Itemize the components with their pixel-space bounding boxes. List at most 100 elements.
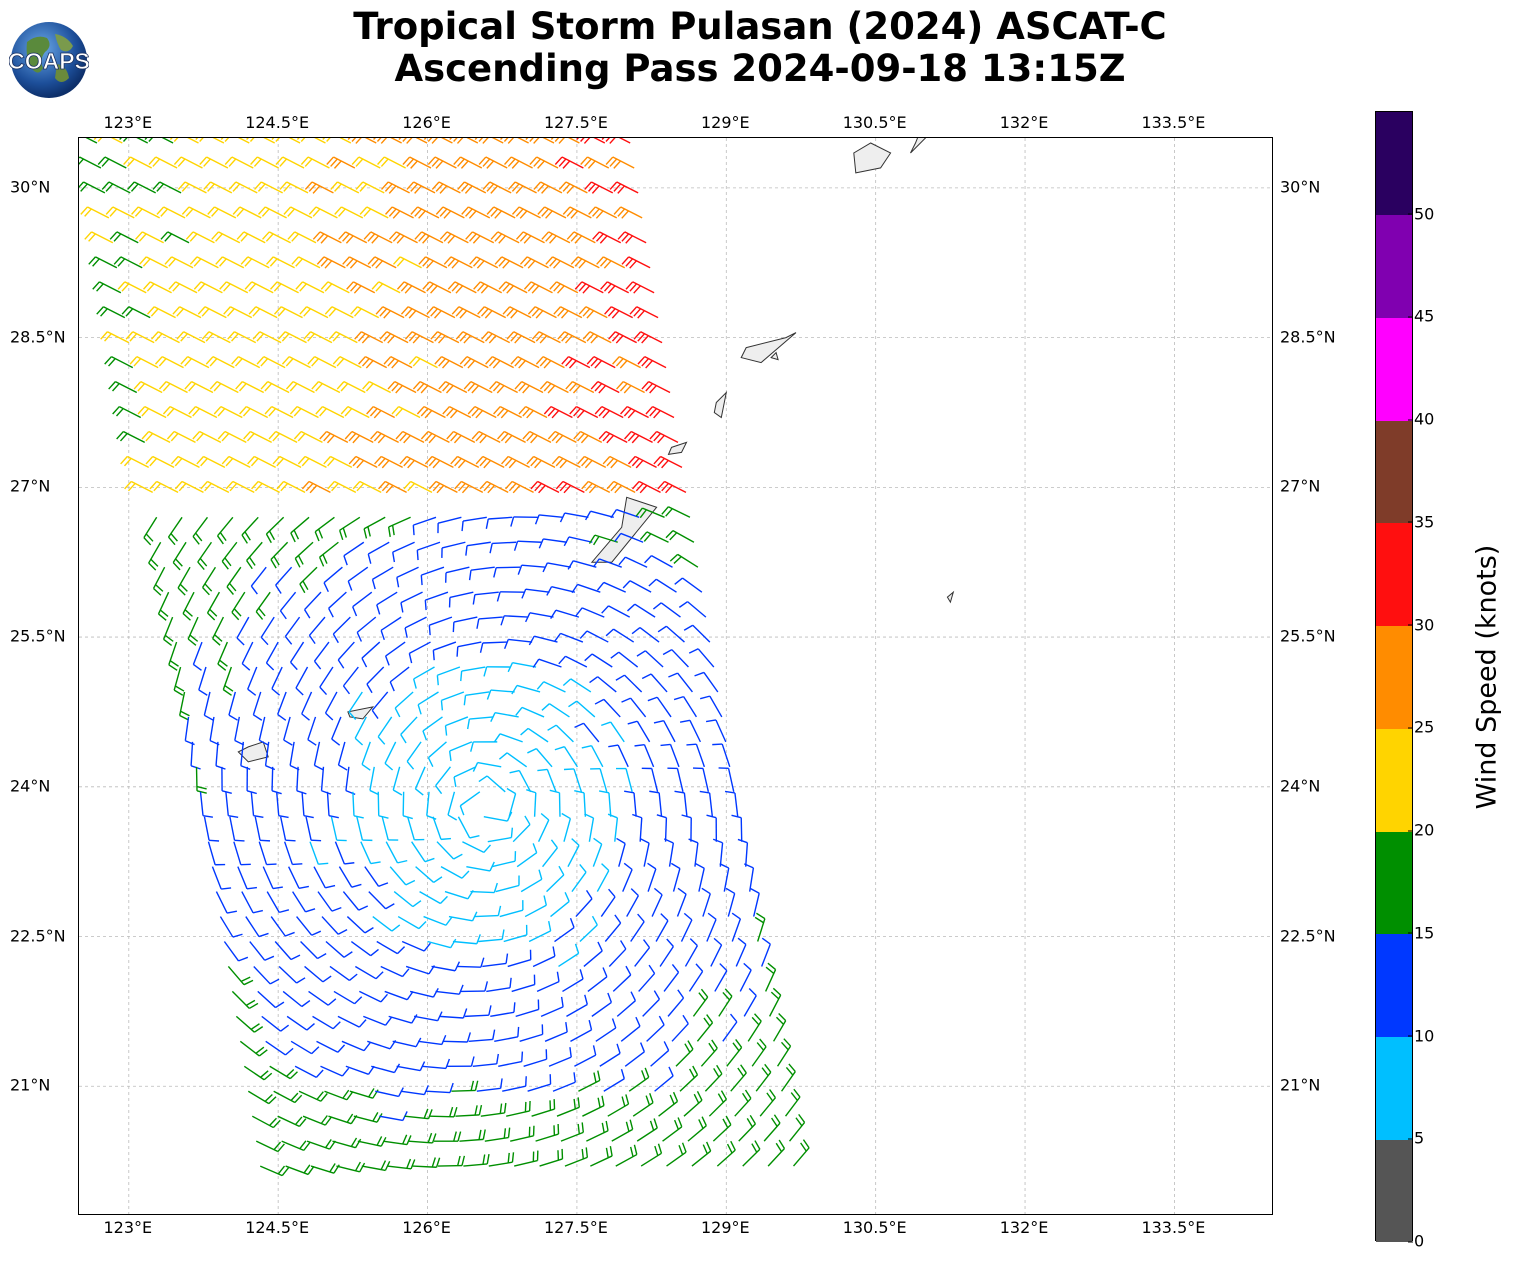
wind-barb xyxy=(145,455,175,469)
wind-barb xyxy=(590,381,620,394)
wind-barb xyxy=(221,541,238,570)
wind-barb xyxy=(269,1065,298,1080)
wind-barb xyxy=(182,591,195,621)
wind-barb xyxy=(428,616,453,636)
wind-barb xyxy=(113,256,143,269)
colorbar-segment xyxy=(1376,1036,1412,1140)
wind-barb xyxy=(558,181,588,194)
wind-barb xyxy=(663,838,675,867)
colorbar-tick-label: 40 xyxy=(1407,409,1435,429)
wind-barb xyxy=(247,1090,277,1105)
wind-barb xyxy=(487,827,514,843)
wind-barb xyxy=(738,1114,757,1142)
wind-barb xyxy=(485,356,514,369)
wind-barb xyxy=(780,1063,796,1092)
wind-barb xyxy=(573,430,603,444)
wind-barb xyxy=(328,591,347,618)
wind-barb xyxy=(613,206,643,219)
wind-barb xyxy=(504,156,533,169)
wind-barb xyxy=(601,721,625,743)
wind-barb xyxy=(484,1127,511,1142)
wind-barb xyxy=(143,281,172,294)
wind-barb xyxy=(158,381,188,394)
wind-barb xyxy=(405,965,435,975)
wind-barb xyxy=(455,1104,483,1117)
wind-barb xyxy=(371,691,389,719)
wind-barb xyxy=(241,641,254,671)
latitude-tick-label: 27°N xyxy=(1280,476,1321,496)
wind-barb xyxy=(645,405,675,419)
wind-barb xyxy=(524,612,554,623)
wind-barb xyxy=(495,875,520,893)
wind-barb xyxy=(583,941,603,967)
wind-barb xyxy=(489,541,517,554)
island-outline xyxy=(590,496,658,563)
wind-barb xyxy=(321,916,348,935)
wind-barb xyxy=(180,356,210,369)
wind-barb xyxy=(743,863,755,892)
wind-barb xyxy=(101,181,131,194)
wind-barb xyxy=(486,689,515,700)
wind-barb xyxy=(117,281,147,294)
wind-barb xyxy=(400,306,430,319)
wind-barb xyxy=(750,887,760,917)
wind-barb xyxy=(601,605,631,618)
wind-barb xyxy=(164,256,194,269)
wind-barb xyxy=(503,924,528,943)
wind-barb xyxy=(514,381,544,394)
wind-barb xyxy=(412,1157,441,1168)
wind-barb xyxy=(402,791,413,820)
wind-barb xyxy=(759,1089,776,1117)
wind-barb xyxy=(584,510,614,521)
wind-barb xyxy=(528,920,552,943)
wind-barb xyxy=(554,632,584,643)
wind-barb xyxy=(506,787,517,817)
wind-barb xyxy=(399,455,429,469)
wind-barb xyxy=(129,356,159,369)
wind-barb xyxy=(462,841,492,854)
wind-barb xyxy=(788,1113,806,1142)
wind-barb xyxy=(692,988,709,1017)
wind-barb xyxy=(547,430,577,444)
wind-barb xyxy=(172,306,202,319)
wind-barb xyxy=(192,641,203,671)
wind-barb xyxy=(724,790,739,817)
wind-barb xyxy=(276,480,306,493)
wind-barb xyxy=(157,591,170,621)
wind-barb xyxy=(641,381,671,394)
wind-barb xyxy=(639,531,669,543)
wind-barb xyxy=(243,1065,273,1081)
wind-barb xyxy=(316,256,346,269)
wind-barb xyxy=(336,1161,366,1173)
wind-barb xyxy=(285,1164,315,1176)
wind-barb xyxy=(406,181,436,194)
wind-barb xyxy=(381,181,410,194)
wind-barb xyxy=(239,405,269,419)
wind-barb xyxy=(693,767,710,792)
wind-barb xyxy=(604,914,622,942)
wind-barb xyxy=(396,566,419,588)
wind-barb xyxy=(614,532,644,543)
wind-barb xyxy=(177,181,207,194)
wind-barb xyxy=(497,430,526,444)
wind-barb xyxy=(426,306,456,319)
wind-barb xyxy=(337,641,355,669)
wind-barb xyxy=(241,516,259,544)
colorbar-tick-label: 20 xyxy=(1407,820,1435,840)
wind-barb xyxy=(330,181,360,194)
wind-barb xyxy=(632,813,643,842)
colorbar-segment xyxy=(1376,522,1412,627)
wind-barb xyxy=(627,603,656,618)
wind-barb xyxy=(574,790,587,817)
wind-barb xyxy=(422,281,452,294)
wind-barb xyxy=(481,331,511,344)
wind-barb xyxy=(625,281,655,294)
wind-barb xyxy=(760,937,771,967)
wind-barb xyxy=(459,356,489,369)
wind-barb xyxy=(150,331,180,344)
wind-barb xyxy=(502,1076,527,1092)
wind-barb xyxy=(510,356,540,369)
wind-barb xyxy=(452,934,481,945)
wind-barb xyxy=(260,616,275,646)
wind-barb xyxy=(251,480,280,493)
